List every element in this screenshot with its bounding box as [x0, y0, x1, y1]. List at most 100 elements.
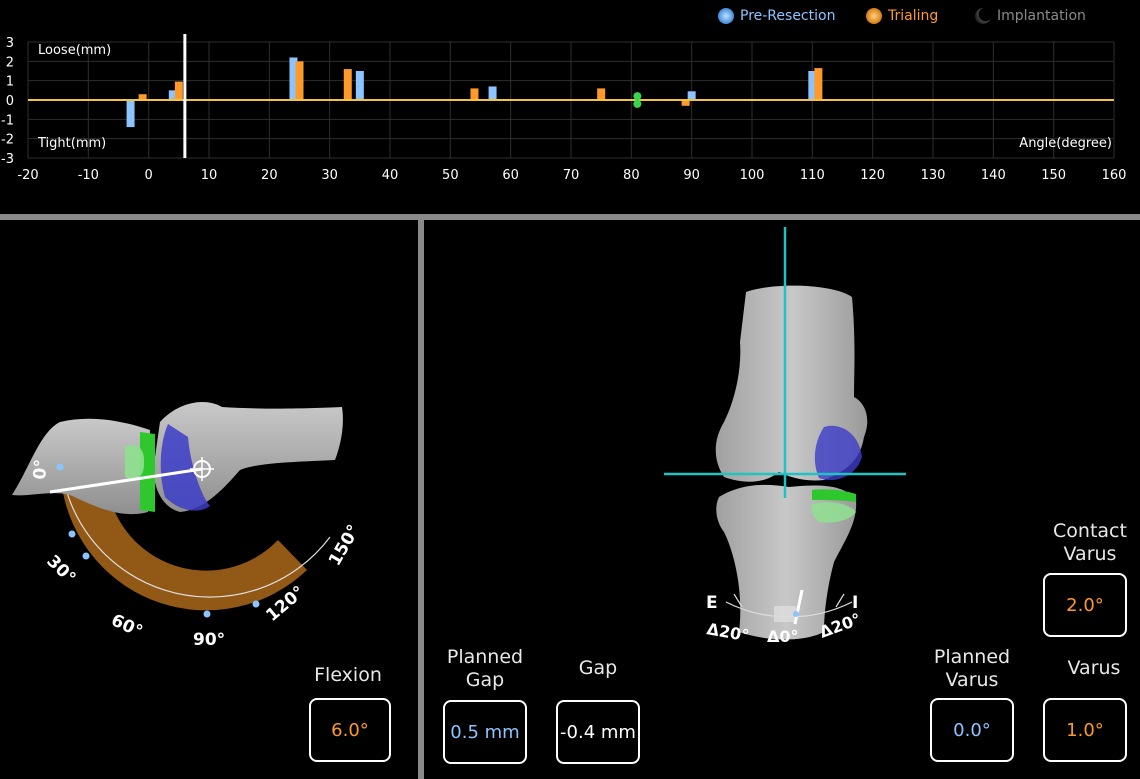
x-tick-label: 10 — [201, 168, 218, 183]
bar-pre-resection — [808, 71, 817, 100]
x-tick-label: 150 — [1041, 168, 1066, 183]
x-tick-label: 30 — [321, 168, 338, 183]
flexion-label: Flexion — [314, 664, 382, 686]
bar-trialing — [470, 88, 479, 100]
legend-implantation[interactable]: Implantation — [975, 8, 1086, 24]
rotation-center-box — [774, 606, 796, 622]
rotation-label-center: Δ0° — [767, 627, 799, 646]
legend-trialing[interactable]: Trialing — [866, 8, 938, 24]
bar-trialing — [681, 100, 690, 106]
y-tick-labels: 3 2 1 0 -1 -2 -3 — [1, 36, 14, 167]
femur-bone — [153, 402, 343, 512]
bar-trialing — [295, 61, 304, 100]
contact-varus-value-box: 2.0° — [1043, 573, 1127, 637]
bar-trialing — [343, 69, 352, 100]
planned-varus-label: Planned Varus — [933, 646, 1011, 691]
y-label-tight: Tight(mm) — [37, 136, 106, 151]
tibial-insert — [812, 489, 856, 502]
legend-label: Trialing — [888, 8, 939, 24]
vertical-divider — [418, 220, 424, 779]
flexion-range-band — [62, 472, 307, 611]
gap-value: -0.4 mm — [560, 721, 636, 743]
x-tick-label: 110 — [800, 168, 825, 183]
x-tick-label: -10 — [78, 168, 99, 183]
x-tick-label: 70 — [563, 168, 580, 183]
x-axis-label: Angle(degree) — [1019, 136, 1112, 151]
contact-varus-label: Contact Varus — [1053, 520, 1127, 565]
gap-value-box: -0.4 mm — [556, 700, 640, 764]
y-tick-label: 3 — [6, 36, 14, 51]
bar-pre-resection — [355, 71, 364, 100]
planned-gap-value-box: 0.5 mm — [443, 700, 527, 764]
bar-pre-resection — [126, 100, 135, 128]
coronal-knee-view[interactable]: E I Δ20° Δ0° Δ20° — [424, 222, 1140, 779]
bar-pre-resection — [687, 91, 696, 100]
moon-icon — [975, 8, 991, 24]
bar-trialing — [597, 88, 606, 100]
x-tick-label: 140 — [981, 168, 1006, 183]
planned-varus-value-box: 0.0° — [930, 698, 1014, 762]
crosshair-icon — [190, 457, 214, 481]
chart-markers — [633, 92, 642, 108]
bar-trialing — [138, 94, 147, 100]
x-tick-label: 90 — [683, 168, 700, 183]
varus-label: Varus — [1067, 657, 1121, 679]
legend-label: Pre-Resection — [740, 8, 836, 24]
tibial-insert-light — [811, 502, 856, 523]
tibia-bone — [12, 418, 150, 515]
x-tick-label: 130 — [921, 168, 946, 183]
legend-label: Implantation — [997, 8, 1086, 24]
legend-pre-resection[interactable]: Pre-Resection — [718, 8, 835, 24]
x-tick-label: 60 — [502, 168, 519, 183]
flexion-tick-150: 150° — [325, 521, 364, 569]
sagittal-knee-view[interactable]: 0° 30° 60° 90° 120° 150° — [0, 222, 418, 779]
femoral-component — [814, 425, 862, 481]
planned-varus-value: 0.0° — [953, 719, 991, 741]
x-tick-labels: -20 -10 0 10 20 30 40 50 60 70 80 90 100 110 120 130 140… — [17, 168, 1126, 183]
gap-label: Gap — [578, 657, 618, 679]
check-icon — [718, 8, 734, 24]
bar-pre-resection — [289, 57, 298, 100]
flexion-scale-arc — [59, 451, 331, 598]
x-tick-label: 50 — [442, 168, 459, 183]
y-tick-label: 1 — [6, 75, 14, 90]
femoral-component — [160, 424, 210, 511]
y-tick-label: 0 — [6, 94, 14, 109]
y-tick-label: -2 — [1, 133, 14, 148]
x-tick-label: 160 — [1102, 168, 1127, 183]
bar-trialing — [814, 68, 823, 100]
y-tick-label: -3 — [1, 152, 14, 167]
contact-marker — [633, 99, 642, 108]
flexion-tick-30: 30° — [42, 551, 79, 588]
flexion-tick-60: 60° — [108, 610, 146, 642]
chart-bars — [126, 57, 823, 128]
x-tick-label: 40 — [382, 168, 399, 183]
x-tick-label: 80 — [623, 168, 640, 183]
flexion-value-box: 6.0° — [309, 698, 391, 762]
check-icon — [866, 8, 882, 24]
contact-varus-value: 2.0° — [1066, 594, 1104, 616]
x-tick-label: 0 — [145, 168, 153, 183]
x-tick-label: 100 — [740, 168, 765, 183]
x-tick-label: -20 — [17, 168, 38, 183]
tibial-insert-light — [125, 445, 145, 480]
y-tick-label: 2 — [6, 55, 14, 70]
bar-pre-resection — [168, 90, 177, 100]
horizontal-divider — [0, 214, 1140, 220]
rotation-letter-e: E — [706, 593, 718, 613]
y-label-loose: Loose(mm) — [38, 43, 111, 58]
x-tick-label: 120 — [860, 168, 885, 183]
x-tick-label: 20 — [261, 168, 278, 183]
planned-gap-value: 0.5 mm — [450, 721, 520, 743]
tibial-insert — [140, 432, 155, 512]
tibia-bone — [716, 484, 857, 640]
varus-value-box: 1.0° — [1043, 698, 1127, 762]
bar-pre-resection — [488, 86, 497, 100]
bar-trialing — [174, 81, 183, 100]
flexion-tick-90: 90° — [193, 630, 225, 650]
rotation-letter-i: I — [852, 593, 858, 613]
planned-gap-label: Planned Gap — [446, 646, 524, 691]
contact-marker — [633, 92, 642, 101]
rotation-indicator — [793, 589, 804, 625]
